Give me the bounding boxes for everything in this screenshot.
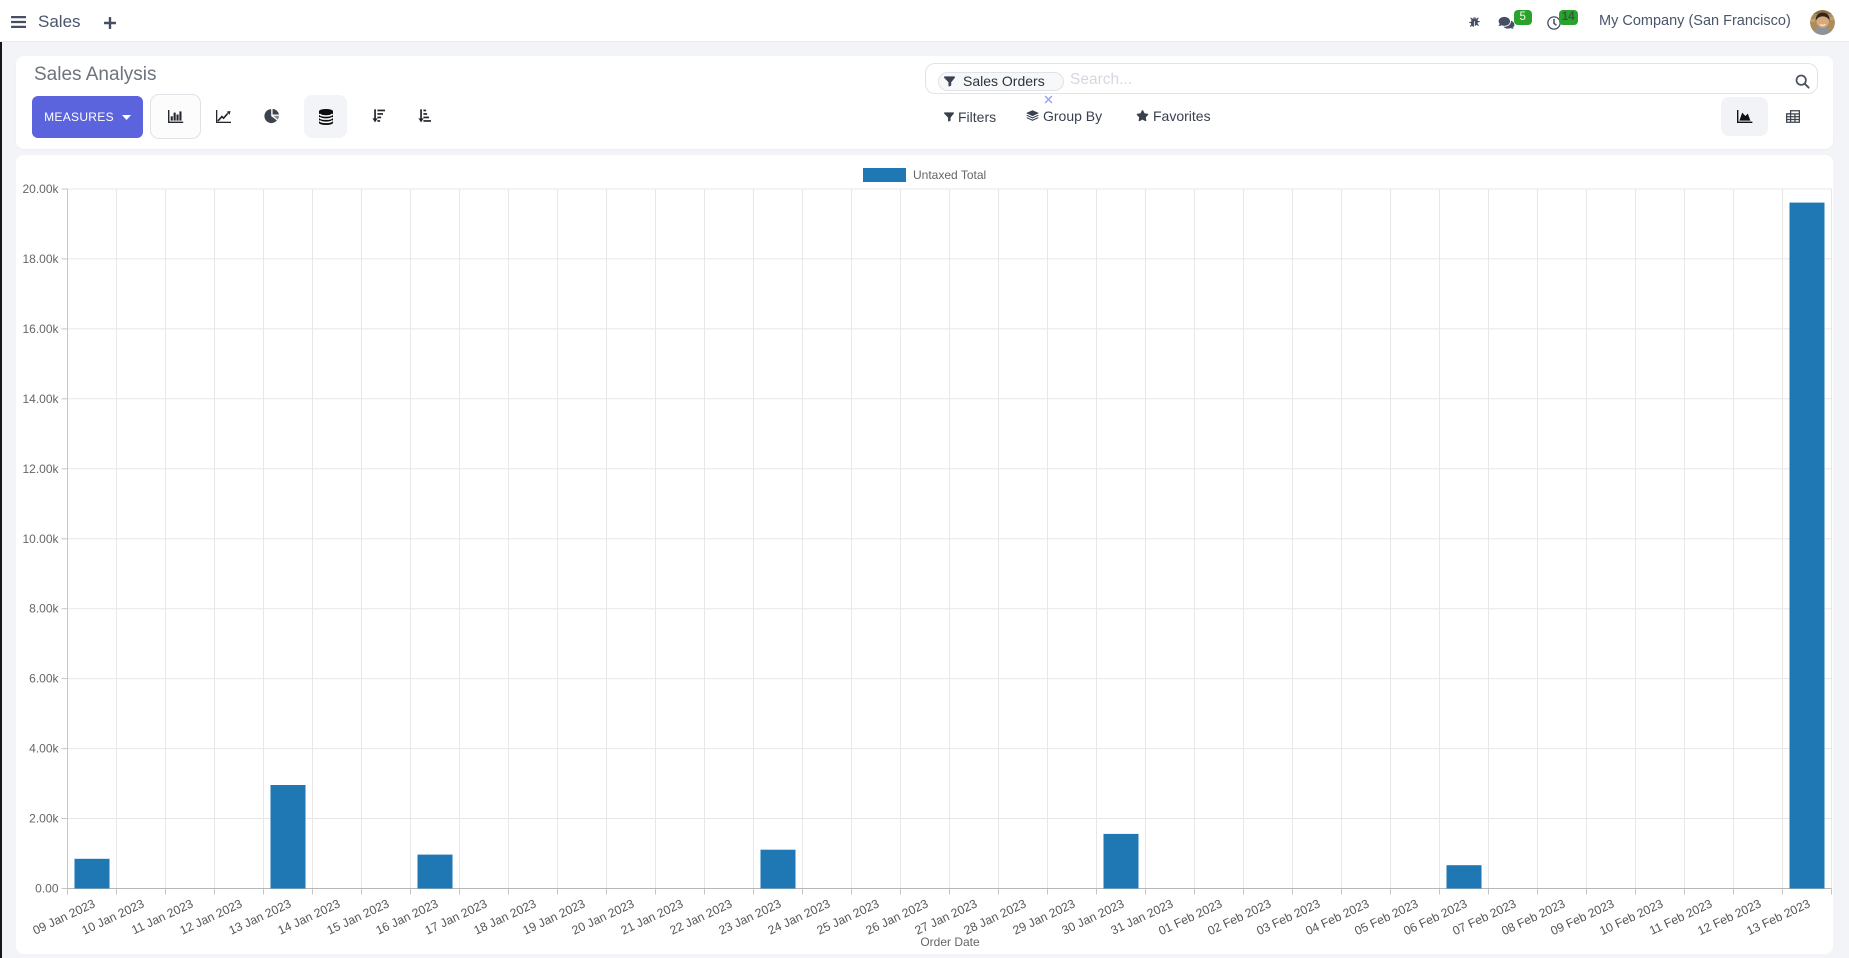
svg-text:Order Date: Order Date xyxy=(920,935,980,949)
svg-text:6.00k: 6.00k xyxy=(29,672,59,686)
svg-text:10.00k: 10.00k xyxy=(22,532,59,546)
svg-text:12.00k: 12.00k xyxy=(22,462,59,476)
svg-text:20.00k: 20.00k xyxy=(22,182,59,196)
svg-text:0.00: 0.00 xyxy=(35,882,59,896)
svg-text:16.00k: 16.00k xyxy=(22,322,59,336)
svg-text:4.00k: 4.00k xyxy=(29,742,59,756)
svg-text:2.00k: 2.00k xyxy=(29,812,59,826)
svg-text:8.00k: 8.00k xyxy=(29,602,59,616)
svg-text:18.00k: 18.00k xyxy=(22,252,59,266)
svg-text:14.00k: 14.00k xyxy=(22,392,59,406)
svg-text:Untaxed Total: Untaxed Total xyxy=(913,168,986,182)
